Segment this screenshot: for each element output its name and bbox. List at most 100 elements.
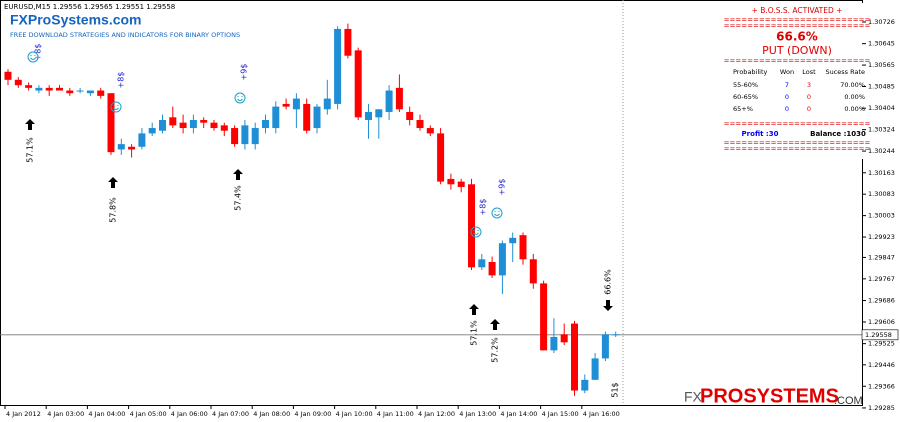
candle-body	[540, 283, 548, 351]
candle-body	[323, 98, 331, 110]
candle-body	[560, 334, 568, 343]
candle-body	[45, 87, 53, 91]
candle-body	[241, 125, 249, 145]
candle-body	[509, 237, 517, 244]
candle-body	[272, 106, 280, 129]
panel-cell: 3	[807, 81, 811, 89]
x-tick-label: 4 Jan 06:00	[171, 410, 208, 418]
profit-label: +9$	[498, 179, 507, 196]
candle-body	[529, 259, 537, 284]
candle-body	[25, 85, 33, 88]
candle-body	[262, 120, 269, 129]
candle-body	[550, 336, 558, 351]
smiley-face	[473, 230, 479, 235]
logo: FXProSystems.com	[10, 12, 142, 28]
candle-body	[86, 90, 94, 94]
candle-body	[97, 90, 105, 96]
signal-arrow	[490, 319, 500, 330]
panel-cell: 7	[785, 81, 789, 89]
tagline: FREE DOWNLOAD STRATEGIES AND INDICATORS …	[10, 31, 240, 39]
candle-body	[612, 334, 620, 336]
y-tick-label: 1.29686	[868, 297, 895, 305]
candle-body	[159, 120, 166, 131]
signal-arrow	[603, 300, 613, 311]
candle-body	[406, 111, 414, 120]
candle-body	[571, 323, 578, 391]
signal-label: 57.1%	[26, 137, 35, 163]
y-tick-label: 1.30324	[868, 126, 895, 134]
y-tick-label: 1.29525	[868, 340, 895, 348]
smiley	[491, 207, 503, 219]
y-tick-label: 1.30404	[868, 104, 895, 112]
candle-body	[76, 90, 84, 92]
signal-arrow	[108, 177, 118, 188]
candle-body	[4, 71, 12, 80]
x-tick-label: 4 Jan 16:00	[583, 410, 620, 418]
profit-label: +9$	[240, 64, 249, 81]
candle-body	[385, 90, 393, 112]
candle-body	[426, 128, 434, 134]
x-tick-label: 4 Jan 12:00	[418, 410, 455, 418]
y-tick-label: 1.29767	[868, 275, 895, 283]
panel-separator: =========================	[724, 139, 871, 147]
x-tick-label: 4 Jan 07:00	[212, 410, 249, 418]
x-tick-label: 4 Jan 11:00	[377, 410, 414, 418]
panel-column: Lost	[802, 68, 816, 76]
y-tick-label: 1.29923	[868, 233, 895, 241]
y-tick-label: 1.30726	[868, 18, 895, 26]
y-tick-label: 1.29446	[868, 361, 895, 369]
panel-column: Probability	[733, 68, 768, 76]
panel-cell: 0	[807, 105, 811, 113]
candle-body	[313, 106, 321, 129]
candle-body	[601, 334, 609, 359]
profit-label: +8$	[34, 44, 43, 61]
candle-body	[35, 87, 43, 91]
smiley-face	[30, 55, 36, 60]
candle-body	[148, 128, 156, 134]
candle-body	[591, 358, 599, 380]
candle-body	[231, 128, 239, 145]
candle-body	[303, 103, 311, 131]
footer-logo: FX PROSYSTEMS .COM	[684, 385, 863, 407]
signal-label: 66.6%	[604, 269, 613, 295]
candle-body	[395, 87, 403, 110]
smiley-face	[494, 211, 500, 216]
y-tick-label: 1.30163	[868, 169, 895, 177]
x-tick-label: 4 Jan 13:00	[459, 410, 496, 418]
chart-title: EURUSD,M15 1.29556 1.29565 1.29551 1.295…	[4, 3, 175, 11]
panel-separator: =========================	[724, 145, 871, 153]
smiley-face	[237, 96, 243, 101]
panel-profit: Profit :30	[742, 130, 779, 138]
panel-cell: 0	[807, 93, 811, 101]
candle-body	[365, 111, 372, 120]
y-tick-label: 1.30565	[868, 61, 895, 69]
y-tick-label: 1.30083	[868, 190, 895, 198]
panel-bg	[727, 3, 868, 159]
panel-cell: 0.00%	[844, 93, 865, 101]
panel-column: Won	[780, 68, 794, 76]
candle-body	[107, 93, 115, 153]
panel-cell: 0	[785, 105, 789, 113]
x-tick-label: 4 Jan 15:00	[542, 410, 579, 418]
candle-body	[519, 235, 527, 260]
panel-separator: =========================	[724, 22, 871, 30]
profit-label: +8$	[117, 72, 126, 89]
panel-cell: 65+%	[733, 105, 753, 113]
candle-body	[220, 125, 228, 131]
panel-balance: Balance :1030	[810, 130, 866, 138]
footer-fx: FX	[684, 389, 703, 405]
candle-body	[169, 117, 177, 126]
candle-body	[66, 90, 74, 94]
y-tick-label: 1.29606	[868, 318, 895, 326]
smiley-face	[113, 105, 119, 110]
candle-body	[457, 181, 465, 187]
panel-cell: 55-60%	[733, 81, 758, 89]
candle-body	[282, 103, 290, 107]
candle-body	[334, 28, 342, 104]
profit-label: 51$	[611, 382, 620, 397]
x-tick-label: 4 Jan 04:00	[88, 410, 125, 418]
plot-frame	[0, 0, 863, 406]
footer-com: .COM	[834, 395, 863, 407]
candle-body	[498, 243, 506, 276]
current-price-label: 1.29558	[865, 331, 892, 339]
